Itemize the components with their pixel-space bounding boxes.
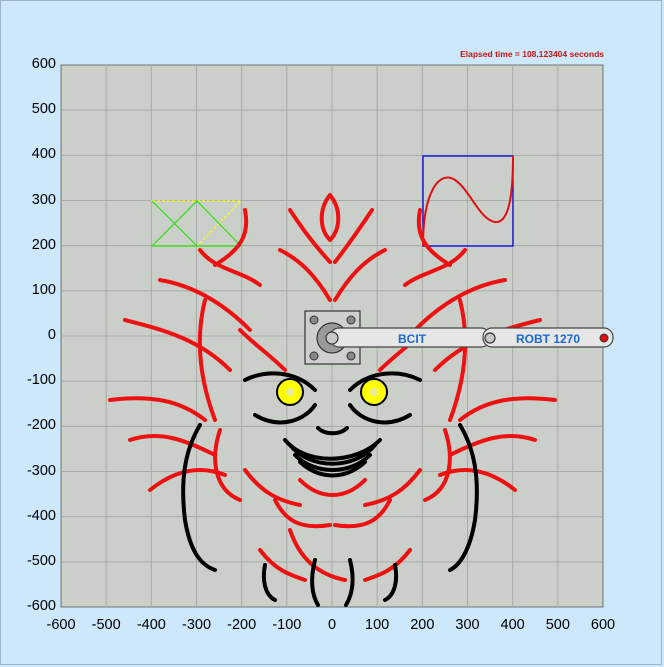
link-2-label: ROBT 1270	[516, 332, 580, 346]
x-tick-label: -200	[227, 617, 257, 633]
x-tick-label: 200	[410, 617, 435, 633]
robot-arm: BCIT ROBT 1270	[304, 310, 614, 365]
y-tick-label: 500	[31, 101, 56, 118]
x-tick-label: 500	[545, 617, 570, 633]
y-tick-label: 400	[31, 146, 56, 163]
y-tick-label: -600	[26, 598, 56, 614]
blue-square	[422, 155, 514, 247]
link-1-label: BCIT	[398, 332, 427, 346]
elbow-joint	[484, 332, 496, 344]
y-tick-label: 300	[31, 191, 56, 208]
y-tick-label: 600	[31, 56, 56, 72]
y-tick-label: 0	[47, 327, 56, 343]
face-drawing	[181, 371, 479, 607]
x-tick-label: -600	[46, 617, 76, 633]
lion-mane-drawing	[108, 193, 557, 582]
sine-curve	[422, 155, 514, 247]
end-effector	[599, 333, 609, 343]
y-tick-label: -400	[26, 507, 56, 524]
x-tick-label: 400	[500, 617, 525, 633]
x-tick-label: -300	[181, 617, 212, 633]
y-tick-label: -100	[26, 372, 56, 389]
y-tick-label: 200	[31, 236, 56, 253]
x-tick-label: 600	[590, 617, 616, 633]
green-diagonal	[151, 200, 198, 247]
x-tick-label: -400	[136, 617, 166, 633]
elapsed-time-label: Elapsed time = 108.123404 seconds	[460, 49, 604, 59]
y-tick-label: -500	[26, 552, 56, 569]
x-tick-label: 0	[327, 617, 337, 633]
y-tick-label: -200	[26, 417, 56, 434]
eyes	[276, 378, 388, 406]
triangle-drawings	[150, 200, 243, 247]
y-tick-label: 100	[31, 281, 56, 298]
y-tick-label: -300	[26, 462, 56, 479]
x-tick-label: 100	[365, 617, 390, 633]
shoulder-joint	[325, 331, 339, 345]
x-tick-label: -100	[272, 617, 302, 633]
x-tick-label: -500	[91, 617, 121, 633]
link-2	[482, 327, 614, 348]
x-tick-label: 300	[455, 617, 480, 633]
